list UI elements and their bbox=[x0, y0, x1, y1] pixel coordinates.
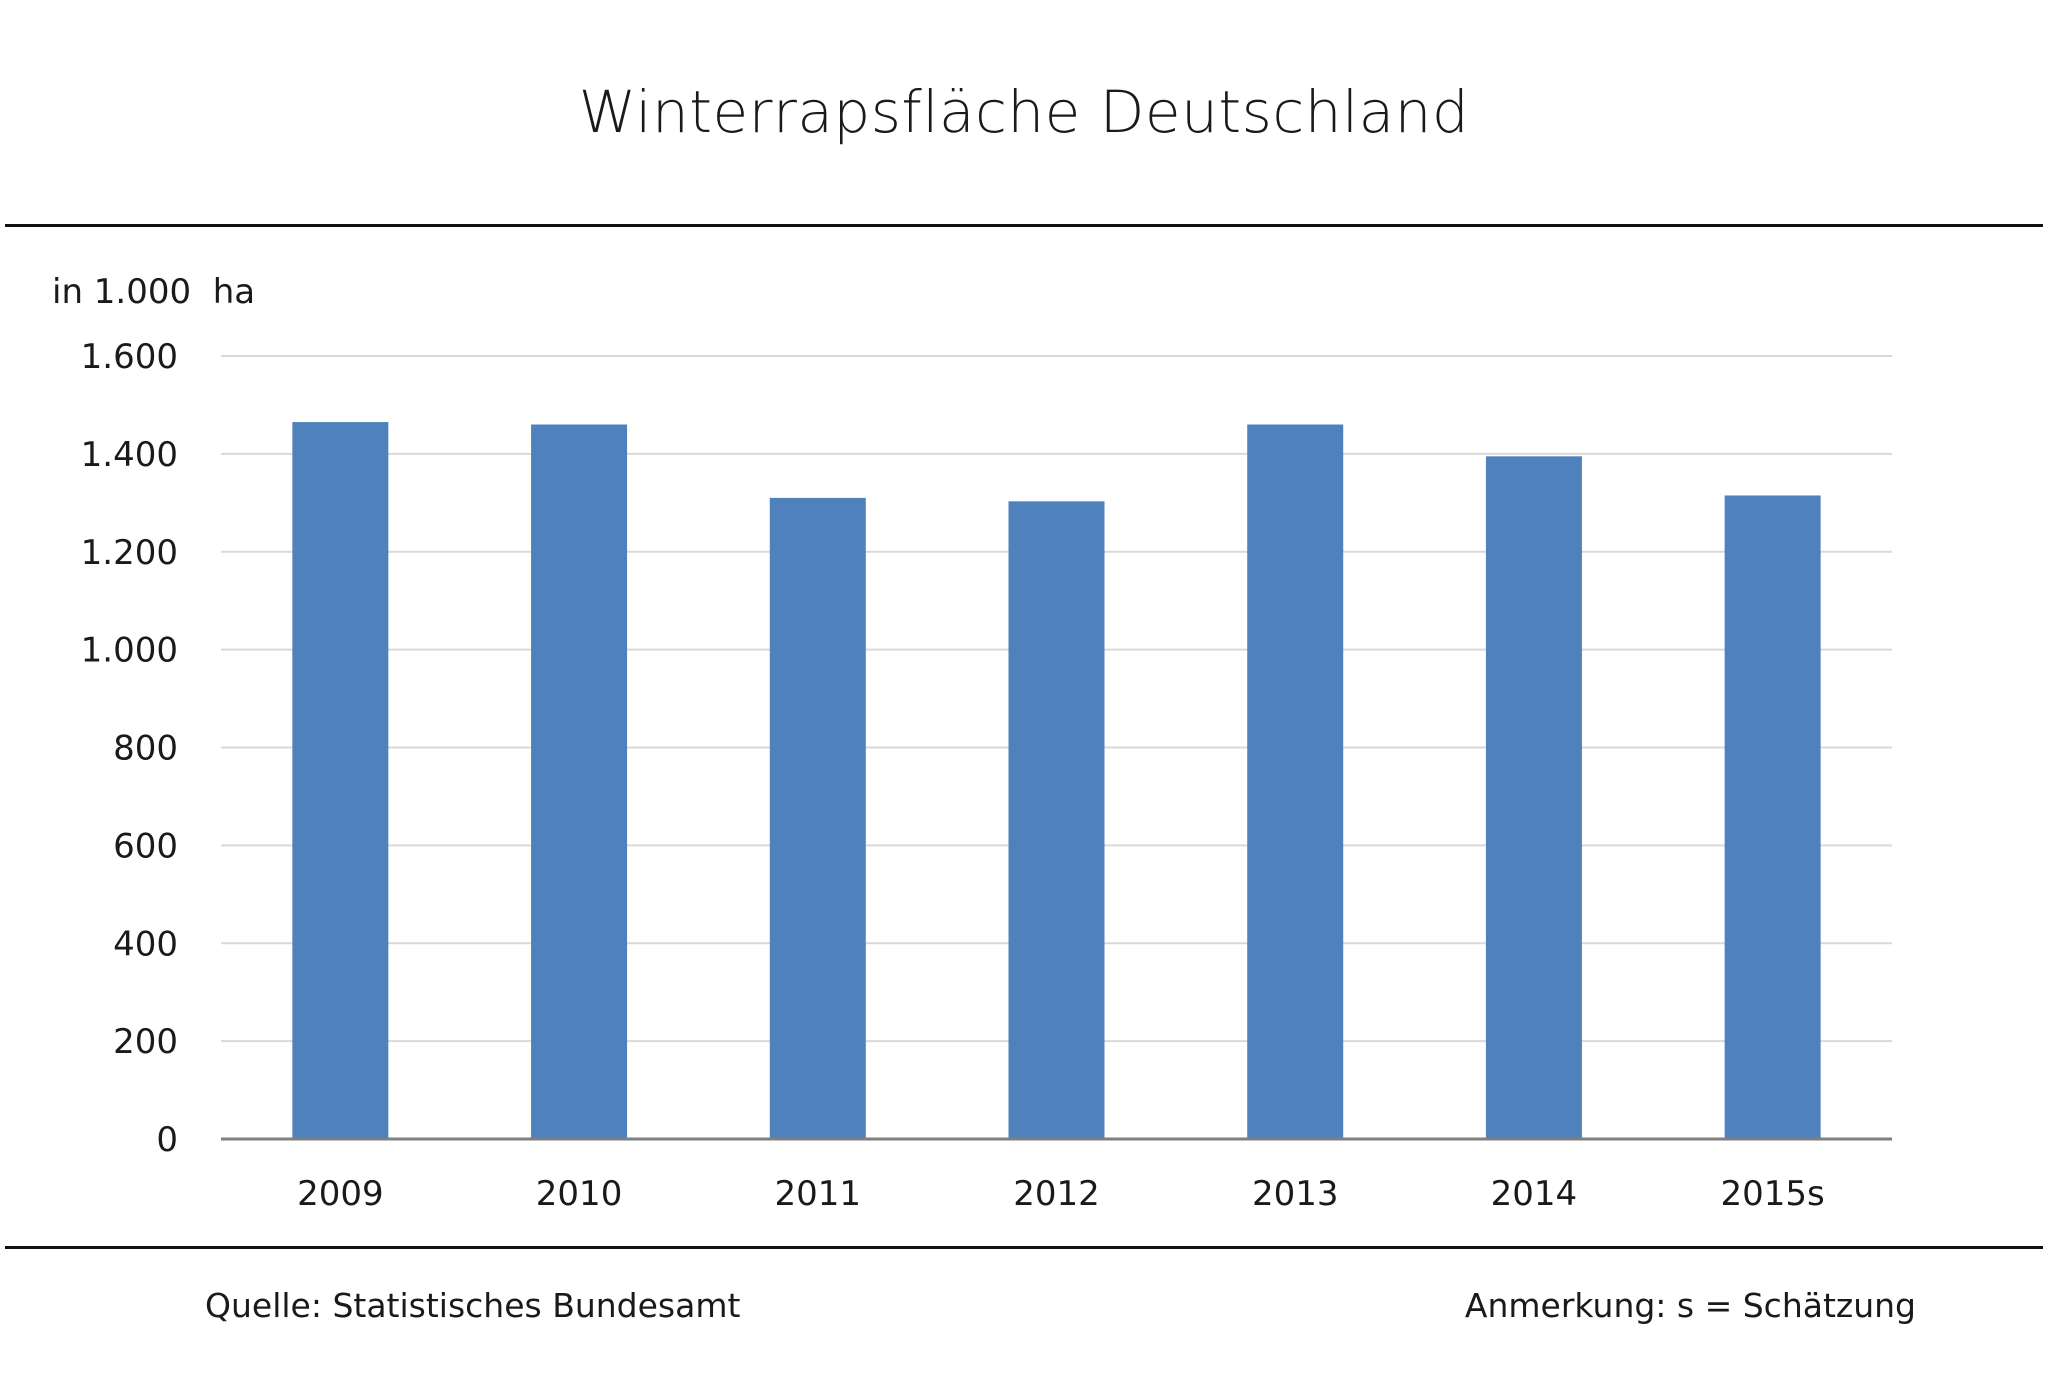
y-tick-label: 600 bbox=[113, 826, 178, 866]
x-tick-label: 2012 bbox=[1013, 1174, 1100, 1214]
y-tick-label: 400 bbox=[113, 924, 178, 964]
x-tick-label: 2015s bbox=[1721, 1174, 1825, 1214]
x-tick-label: 2011 bbox=[775, 1174, 862, 1214]
y-tick-label: 1.600 bbox=[81, 337, 178, 377]
bottom-divider bbox=[5, 1246, 2043, 1249]
x-tick-label: 2014 bbox=[1491, 1174, 1578, 1214]
bar-2011 bbox=[769, 497, 866, 1139]
y-axis-unit-label: in 1.000 ha bbox=[52, 272, 256, 312]
x-tick-label: 2009 bbox=[297, 1174, 384, 1214]
y-tick-label: 200 bbox=[113, 1022, 178, 1062]
y-tick-label: 1.400 bbox=[81, 435, 178, 475]
x-tick-label: 2010 bbox=[536, 1174, 623, 1214]
y-tick-label: 800 bbox=[113, 729, 178, 769]
remark-note: Anmerkung: s = Schätzung bbox=[1464, 1286, 1916, 1325]
bar-2012 bbox=[1008, 501, 1105, 1139]
source-note: Quelle: Statistisches Bundesamt bbox=[205, 1286, 741, 1325]
x-axis-ticks: 2009 2010 2011 2012 2013 2014 2015s bbox=[297, 1174, 1825, 1214]
bars bbox=[292, 422, 1821, 1139]
bar-2015s bbox=[1724, 495, 1821, 1139]
x-tick-label: 2013 bbox=[1252, 1174, 1339, 1214]
y-tick-label: 0 bbox=[156, 1120, 178, 1160]
bar-2009 bbox=[292, 422, 389, 1139]
top-divider bbox=[5, 224, 2043, 227]
bar-2014 bbox=[1485, 456, 1582, 1139]
bar-2010 bbox=[531, 424, 628, 1139]
y-tick-label: 1.000 bbox=[81, 631, 178, 671]
y-tick-label: 1.200 bbox=[81, 533, 178, 573]
chart-title: Winterrapsfläche Deutschland bbox=[578, 78, 1470, 146]
y-axis-ticks: 0 200 400 600 800 1.000 1.200 1.400 1.600 bbox=[81, 337, 178, 1160]
bar-2013 bbox=[1247, 424, 1344, 1139]
